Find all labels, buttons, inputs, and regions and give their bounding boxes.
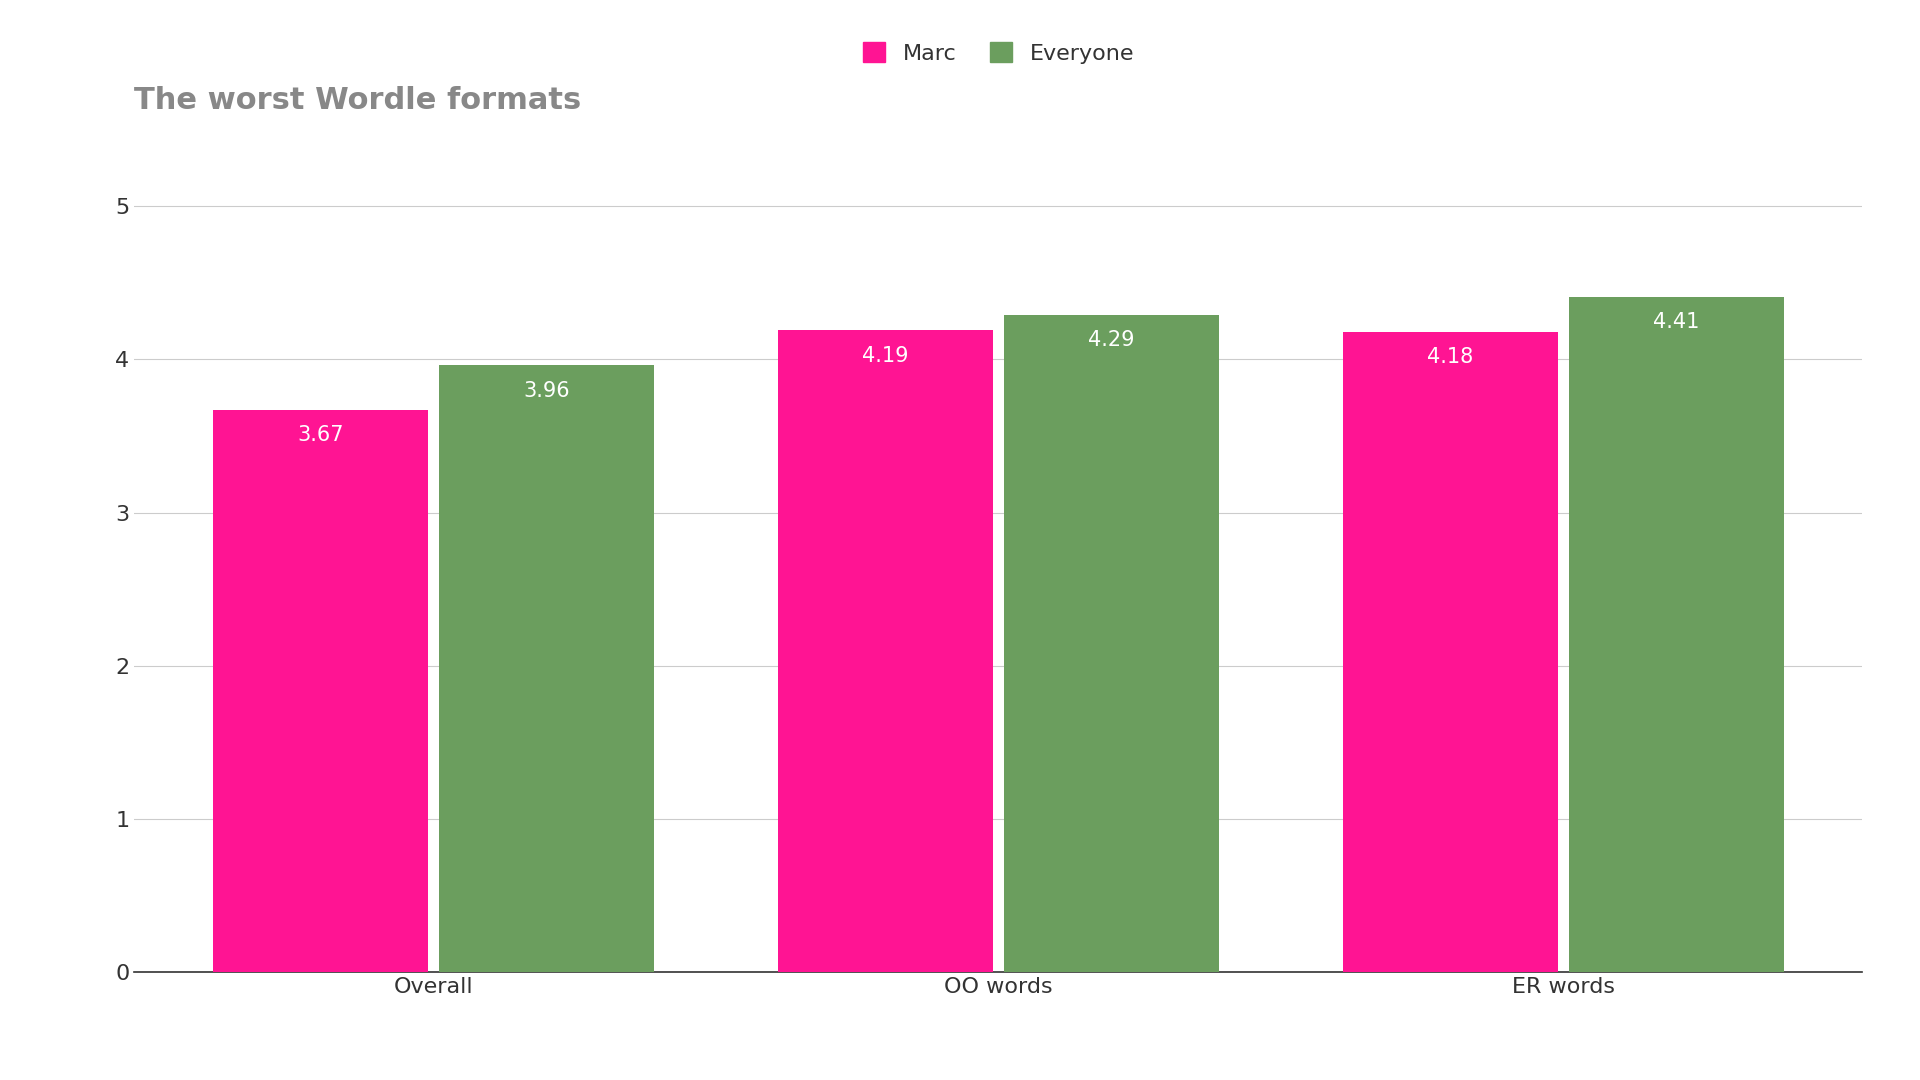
Text: The worst Wordle formats: The worst Wordle formats	[134, 85, 582, 114]
Text: 4.19: 4.19	[862, 346, 908, 365]
Text: 3.67: 3.67	[298, 426, 344, 445]
Text: 4.41: 4.41	[1653, 312, 1699, 332]
Text: 4.18: 4.18	[1427, 347, 1473, 367]
Bar	[213, 410, 428, 972]
Bar	[440, 365, 653, 972]
Bar	[1344, 332, 1557, 972]
Bar	[1004, 315, 1219, 972]
Text: 3.96: 3.96	[522, 381, 570, 401]
Legend: Marc, Everyone: Marc, Everyone	[851, 31, 1146, 75]
Text: 4.29: 4.29	[1089, 330, 1135, 350]
Bar	[778, 330, 993, 972]
Bar	[1569, 297, 1784, 972]
